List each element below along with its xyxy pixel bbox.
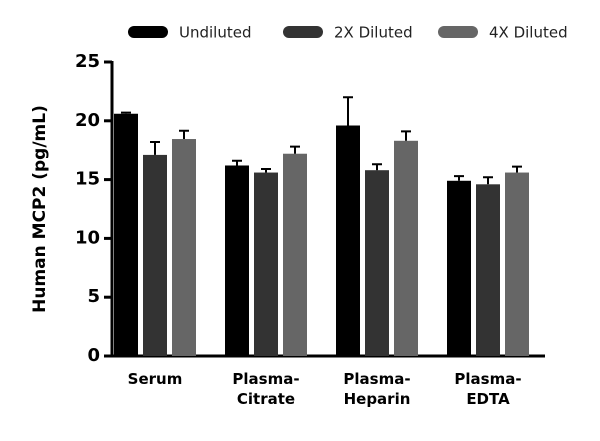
error-bar (261, 168, 271, 173)
bar (447, 180, 471, 356)
bar (365, 170, 389, 356)
error-bar (343, 96, 353, 126)
y-tick-label: 10 (75, 227, 100, 248)
bar (172, 139, 196, 356)
legend-swatch (128, 26, 168, 38)
error-bar (454, 175, 464, 181)
error-bar (290, 145, 300, 154)
error-bar (150, 140, 160, 155)
bar (254, 172, 278, 356)
bar (476, 184, 500, 356)
y-tick-label: 0 (87, 345, 100, 366)
error-bar (232, 159, 242, 166)
x-tick-label: Plasma-Heparin (343, 370, 411, 408)
y-tick-label: 15 (75, 169, 100, 190)
bar (336, 125, 360, 356)
x-tick-label: Serum (127, 370, 183, 388)
legend-label: 2X Diluted (334, 24, 413, 42)
error-bar (483, 176, 493, 185)
bar (394, 140, 418, 356)
error-bar (372, 163, 382, 171)
error-bar (512, 165, 522, 173)
x-tick-label: Plasma-EDTA (454, 370, 522, 408)
y-tick-label: 25 (75, 51, 100, 72)
bar (114, 113, 138, 356)
bar (225, 165, 249, 356)
y-tick-label: 5 (87, 286, 100, 307)
bar (505, 172, 529, 356)
legend-label: Undiluted (179, 24, 251, 42)
bar (283, 153, 307, 356)
y-tick-label: 20 (75, 110, 100, 131)
error-bar (401, 130, 411, 141)
bar (143, 154, 167, 356)
legend-swatch (283, 26, 323, 38)
legend-swatch (438, 26, 478, 38)
x-tick-label: Plasma-Citrate (232, 370, 300, 408)
error-bar (179, 129, 189, 140)
y-axis-label: Human MCP2 (pg/mL) (30, 105, 50, 313)
error-bar (121, 111, 131, 114)
legend-label: 4X Diluted (489, 24, 568, 42)
